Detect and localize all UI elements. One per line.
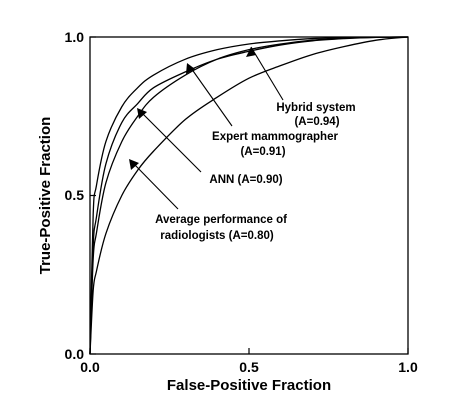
- annotation-hybrid-system-line-2: (A=0.94): [294, 116, 339, 128]
- roc-curve-3: [89, 36, 409, 355]
- annotation-average-radiologists: Average performance of radiologists (A=0…: [129, 159, 287, 242]
- plot-frame: [89, 36, 409, 355]
- annotation-average-radiologists-line-1: Average performance of: [155, 214, 287, 226]
- annotation-hybrid-system: Hybrid system (A=0.94): [246, 46, 356, 128]
- y-axis: 0.0 0.5 1.0 True-Positive Fraction: [37, 29, 96, 362]
- arrowhead-expert-mammographer-icon: [186, 63, 195, 74]
- arrowhead-average-radiologists-icon: [129, 159, 139, 170]
- roc-curve-2: [89, 36, 409, 355]
- annotation-expert-mammographer: Expert mammographer (A=0.91): [186, 63, 338, 158]
- x-axis-title: False-Positive Fraction: [167, 377, 331, 394]
- y-tick-label-2: 1.0: [65, 29, 85, 45]
- arrow-ann: [140, 111, 202, 173]
- annotation-average-radiologists-line-2: radiologists (A=0.80): [160, 230, 274, 242]
- arrow-average-radiologists: [132, 162, 179, 210]
- x-tick-label-1: 0.5: [239, 359, 259, 375]
- y-axis-title: True-Positive Fraction: [37, 117, 54, 275]
- y-tick-label-1: 0.5: [65, 187, 85, 203]
- arrowhead-hybrid-system-icon: [246, 47, 256, 57]
- roc-curve-1: [89, 36, 409, 355]
- annotations: Hybrid system (A=0.94) Expert mammograph…: [129, 46, 356, 242]
- arrow-hybrid-system: [250, 46, 284, 101]
- arrow-expert-mammographer: [190, 67, 233, 127]
- annotation-ann-line-1: ANN (A=0.90): [209, 174, 282, 186]
- roc-curves: [89, 36, 409, 355]
- annotation-expert-mammographer-line-1: Expert mammographer: [212, 131, 338, 143]
- roc-curve-0: [89, 36, 409, 355]
- x-axis: 0.0 0.5 1.0 False-Positive Fraction: [80, 348, 418, 394]
- x-tick-label-2: 1.0: [398, 359, 418, 375]
- annotation-ann: ANN (A=0.90): [137, 108, 283, 186]
- y-tick-label-0: 0.0: [65, 346, 85, 362]
- annotation-hybrid-system-line-1: Hybrid system: [276, 102, 355, 114]
- arrowhead-ann-icon: [137, 108, 147, 119]
- annotation-expert-mammographer-line-2: (A=0.91): [240, 146, 285, 158]
- x-tick-label-0: 0.0: [80, 359, 100, 375]
